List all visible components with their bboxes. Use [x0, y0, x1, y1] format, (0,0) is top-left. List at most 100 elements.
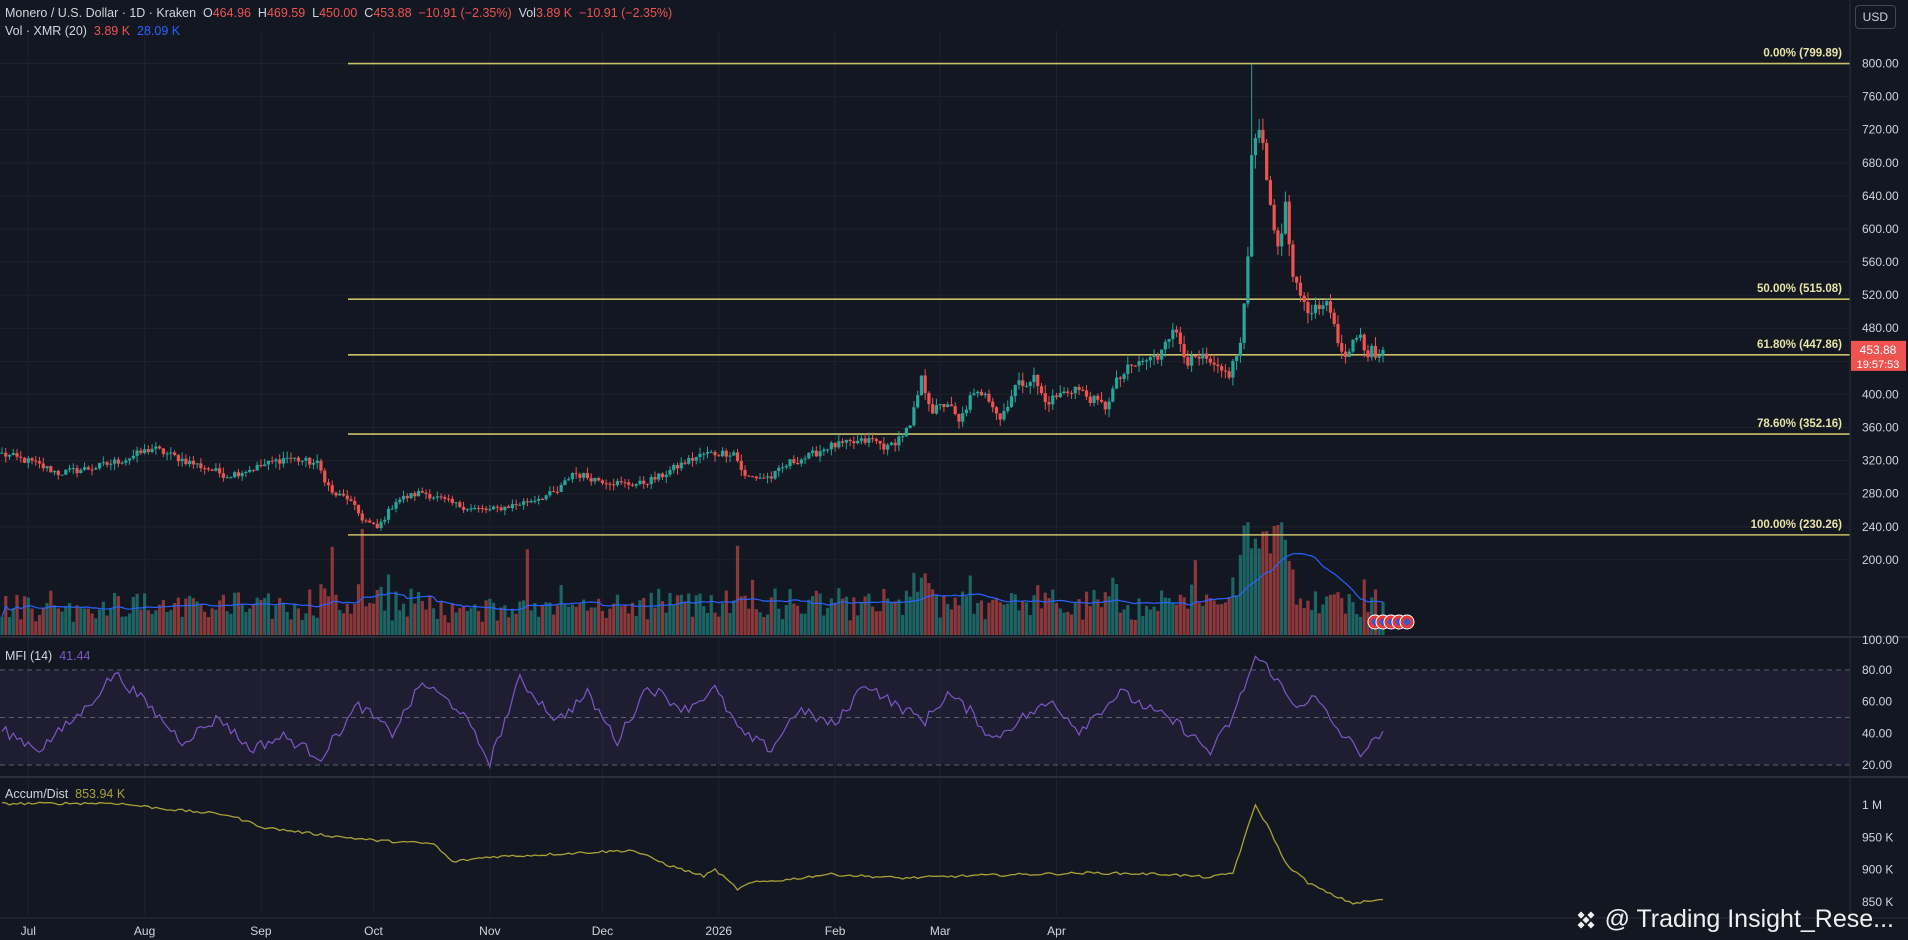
volume-bar — [37, 614, 42, 635]
candle-body — [229, 477, 233, 479]
candle-body — [1208, 358, 1212, 363]
candle-body — [784, 466, 788, 468]
candle-body — [1175, 329, 1179, 333]
candle-body — [720, 450, 725, 457]
candle-body — [589, 478, 593, 482]
volume-bar — [492, 602, 496, 635]
candle-body — [405, 495, 409, 499]
candle-body — [825, 449, 830, 451]
ad-legend[interactable]: Accum/Dist 853.94 K — [5, 787, 125, 801]
volume-bar — [1321, 604, 1325, 635]
high-value: 469.59 — [266, 6, 306, 20]
volume-bar — [390, 620, 394, 635]
time-axis[interactable]: Jul Aug Sep Oct Nov Dec 2026 Feb Mar Apr — [21, 924, 1066, 938]
volume-bar — [1122, 609, 1126, 635]
volume-bar — [765, 614, 770, 635]
close-value: 453.88 — [373, 6, 412, 20]
vol-value: 3.89 K — [535, 6, 573, 20]
candle-body — [109, 463, 113, 465]
candle-body — [608, 483, 612, 485]
volume-bar — [822, 615, 826, 635]
volume-bar — [221, 594, 226, 635]
volume-bar — [724, 590, 728, 635]
symbol-title[interactable]: Monero / U.S. Dollar · 1D · Kraken — [5, 6, 197, 20]
volume-bar — [886, 598, 890, 635]
candle-body — [120, 462, 124, 464]
volume-bar — [19, 619, 23, 635]
volume-bar — [1223, 602, 1227, 635]
candle-body — [1114, 377, 1119, 389]
time-tick-label: 2026 — [705, 924, 732, 938]
symbol-legend[interactable]: Monero / U.S. Dollar · 1D · Kraken O464.… — [5, 6, 672, 20]
candle-body — [206, 468, 210, 470]
volume-bar — [739, 596, 743, 635]
candle-body — [1058, 393, 1062, 398]
volume-bar — [780, 619, 785, 635]
mfi-legend[interactable]: MFI (14) 41.44 — [5, 649, 90, 663]
volume-bar — [323, 588, 327, 635]
candle-body — [1310, 313, 1314, 315]
candle-body — [495, 506, 499, 508]
time-tick-label: Aug — [134, 924, 155, 938]
candle-body — [991, 401, 995, 408]
volume-bar — [690, 616, 695, 635]
price-badge-timer: 19:57:53 — [1857, 359, 1900, 371]
volume-bar — [398, 610, 402, 635]
time-tick-label: Oct — [364, 924, 383, 938]
currency-button[interactable]: USD — [1854, 5, 1896, 29]
volume-bar — [619, 606, 623, 635]
candle-body — [1272, 204, 1276, 231]
volume-bar — [97, 609, 102, 635]
volume-bar — [0, 616, 4, 635]
candle-body — [567, 479, 571, 481]
volume-bar — [184, 598, 188, 635]
candle-body — [634, 483, 638, 486]
candle-body — [1205, 353, 1209, 359]
candle-body — [1122, 374, 1126, 379]
candle-body — [431, 497, 436, 499]
price-tick-label: 720.00 — [1862, 123, 1899, 137]
candle-body — [679, 462, 683, 469]
candle-body — [281, 458, 286, 464]
candle-body — [1021, 380, 1025, 387]
candle-body — [221, 473, 226, 478]
candle-body — [750, 476, 755, 478]
candle-body — [743, 469, 747, 476]
volume-bar — [41, 607, 45, 635]
candle-body — [311, 462, 316, 465]
volume-bar — [401, 603, 406, 635]
volume-bar — [600, 610, 605, 635]
price-axis[interactable]: 800.00 760.00 720.00 680.00 640.00 600.00 560.… — [1862, 57, 1899, 910]
volume-bar — [664, 612, 668, 635]
candle-body — [979, 391, 984, 396]
mfi-tick-label: 20.00 — [1862, 758, 1892, 772]
volume-bar — [4, 595, 8, 635]
volume-bar — [754, 609, 758, 635]
candle-body — [987, 393, 991, 402]
volume-bar — [1280, 522, 1284, 635]
volume-bar — [1276, 524, 1280, 635]
candle-body — [878, 440, 882, 444]
fibonacci-levels[interactable]: 0.00% (799.89) 50.00% (515.08) 61.80% (447… — [348, 48, 1850, 536]
volume-bar — [777, 608, 781, 635]
candle-body — [702, 453, 706, 455]
volume-bar — [991, 599, 995, 635]
volume-bar — [1002, 604, 1006, 635]
volume-bar — [176, 597, 180, 635]
volume-legend[interactable]: Vol · XMR (20) 3.89 K 28.09 K — [5, 24, 180, 38]
candle-body — [754, 476, 758, 479]
volume-bar — [1362, 579, 1366, 635]
volume-bar — [1250, 548, 1254, 635]
volume-bar — [488, 598, 492, 635]
volume-bar — [94, 618, 98, 635]
volume-bar — [465, 610, 469, 635]
candle-body — [428, 493, 432, 499]
volume-bar — [71, 621, 75, 635]
volume-bar — [259, 599, 263, 635]
volume-bar — [1043, 592, 1047, 635]
candle-body — [1163, 341, 1167, 350]
price-tick-label: 760.00 — [1862, 90, 1899, 104]
event-markers[interactable] — [1367, 614, 1415, 630]
candle-body — [52, 470, 57, 473]
